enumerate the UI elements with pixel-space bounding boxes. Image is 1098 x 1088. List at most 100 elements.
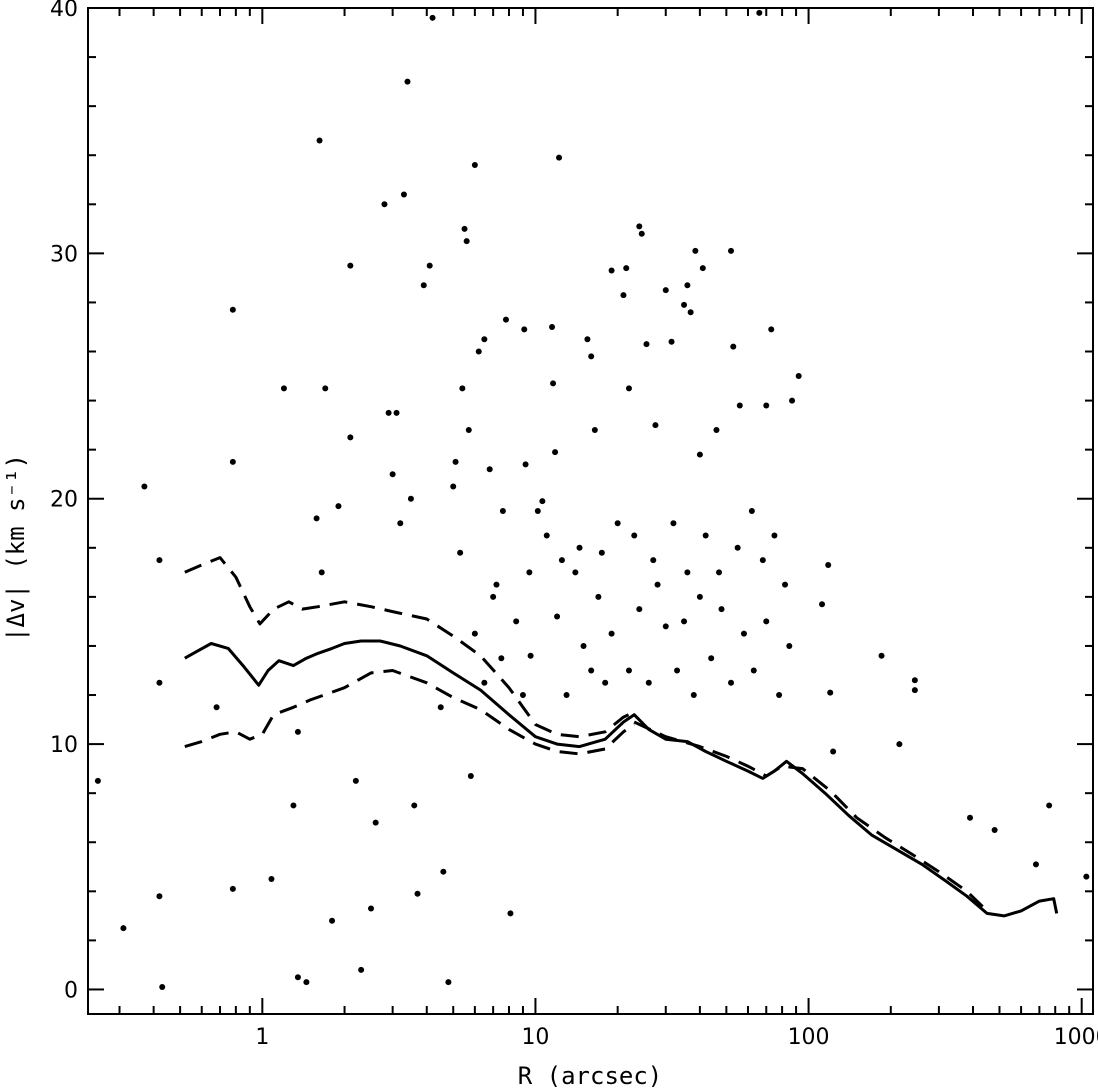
data-point (696, 593, 703, 600)
data-point (313, 515, 320, 522)
data-point (316, 137, 323, 144)
data-point (563, 692, 570, 699)
data-point (782, 581, 789, 588)
data-point (229, 458, 236, 465)
x-axis-label: R (arcsec) (518, 1062, 663, 1088)
data-point (708, 655, 715, 662)
data-point (819, 601, 826, 608)
y-tick-label: 40 (50, 0, 78, 22)
data-point (352, 777, 359, 784)
data-point (397, 520, 404, 527)
data-point (692, 247, 699, 254)
data-point (280, 385, 287, 392)
data-point (763, 402, 770, 409)
data-point (584, 336, 591, 343)
data-point (329, 917, 336, 924)
data-point (776, 692, 783, 699)
data-point (576, 544, 583, 551)
data-point (1046, 802, 1053, 809)
data-point (440, 868, 447, 875)
data-point (763, 618, 770, 625)
data-point (967, 814, 974, 821)
data-point (643, 341, 650, 348)
data-point (141, 483, 148, 490)
data-point (521, 326, 528, 333)
data-point (429, 14, 436, 21)
data-point (393, 409, 400, 416)
data-point (120, 925, 127, 932)
data-point (445, 979, 452, 986)
data-point (730, 343, 737, 350)
data-point (554, 613, 561, 620)
data-point (608, 630, 615, 637)
data-point (608, 267, 615, 274)
data-point (702, 532, 709, 539)
data-point (471, 630, 478, 637)
data-point (465, 427, 472, 434)
data-point (450, 483, 457, 490)
data-point (878, 652, 885, 659)
data-point (213, 704, 220, 711)
data-point (668, 338, 675, 345)
y-tick-label: 10 (50, 733, 78, 758)
data-point (631, 532, 638, 539)
data-point (414, 890, 421, 897)
y-axis-label: |Δv| (km s⁻¹) (2, 454, 30, 642)
data-point (502, 316, 509, 323)
data-point (513, 618, 520, 625)
data-point (795, 373, 802, 380)
data-point (718, 606, 725, 613)
data-point (654, 581, 661, 588)
data-point (461, 225, 468, 232)
data-point (690, 692, 697, 699)
data-point (400, 191, 407, 198)
data-point (347, 434, 354, 441)
data-point (734, 544, 741, 551)
data-point (625, 667, 632, 674)
data-point (404, 78, 411, 85)
data-point (748, 508, 755, 514)
data-point (896, 741, 903, 748)
data-point (294, 974, 301, 981)
data-point (322, 385, 329, 392)
data-point (771, 532, 778, 539)
data-point (389, 471, 396, 478)
data-point (830, 748, 837, 755)
data-point (507, 910, 514, 917)
x-tick-label: 10 (521, 1025, 549, 1050)
data-point (411, 802, 418, 809)
data-point (768, 326, 775, 333)
data-point (759, 557, 766, 564)
y-tick-label: 20 (50, 488, 78, 513)
data-point (696, 451, 703, 458)
data-point (156, 893, 163, 900)
data-point (638, 230, 645, 237)
data-point (728, 679, 735, 686)
data-point (623, 265, 630, 272)
data-point (991, 826, 998, 833)
data-point (728, 247, 735, 254)
data-point (534, 508, 541, 514)
data-point (681, 301, 688, 308)
data-point (159, 984, 166, 991)
data-point (457, 549, 464, 556)
data-point (543, 532, 550, 539)
data-point (588, 667, 595, 674)
data-point (750, 667, 757, 674)
data-point (452, 458, 459, 465)
data-point (499, 508, 506, 514)
data-point (549, 323, 556, 330)
data-point (463, 238, 470, 245)
data-point (519, 692, 526, 699)
x-tick-label: 100 (788, 1025, 830, 1050)
data-point (662, 623, 669, 630)
data-point (595, 593, 602, 600)
data-point (636, 606, 643, 613)
running-median-line (184, 639, 1059, 918)
data-point (591, 427, 598, 434)
data-point (381, 201, 388, 208)
data-point (558, 557, 565, 564)
dashed-bound-line (633, 720, 989, 912)
